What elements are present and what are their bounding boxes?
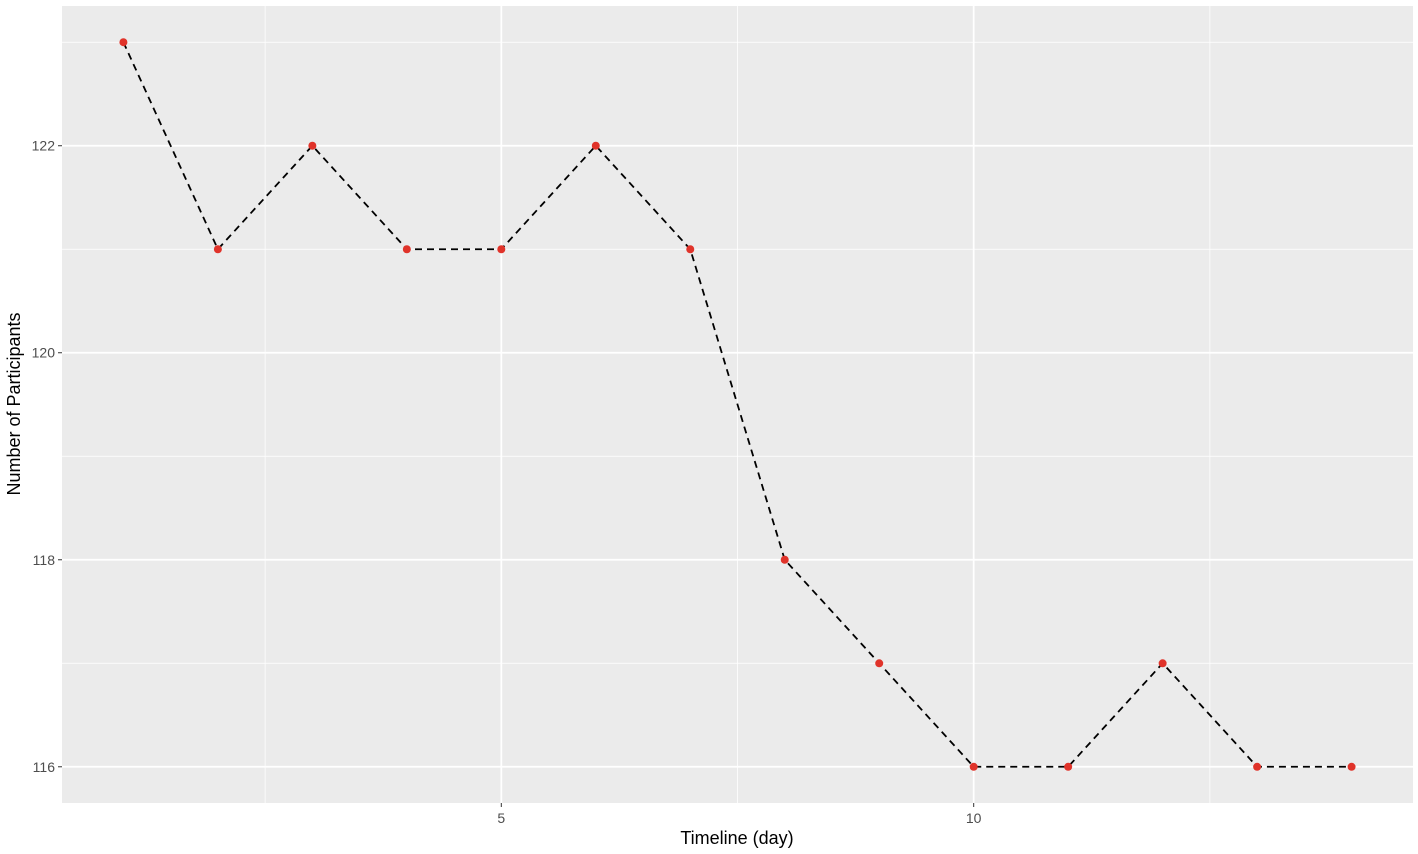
series-line: [122, 41, 1352, 768]
data-point: [686, 245, 695, 254]
data-point: [591, 141, 600, 150]
data-point: [497, 245, 506, 254]
y-tick-label: 116: [33, 759, 56, 775]
data-point: [119, 38, 128, 47]
y-axis-ticks: 116 118 120 122: [32, 138, 62, 775]
data-point: [213, 245, 222, 254]
data-point: [402, 245, 411, 254]
y-tick-label: 118: [33, 552, 56, 568]
data-point: [1347, 762, 1356, 771]
y-tick-label: 120: [32, 345, 56, 361]
x-tick-label: 10: [966, 810, 982, 826]
data-point: [1158, 659, 1167, 668]
y-tick-label: 122: [32, 138, 56, 154]
data-point: [1253, 762, 1262, 771]
data-point: [969, 762, 978, 771]
x-axis-ticks: 5 10: [497, 803, 982, 826]
y-axis-title: Number of Participants: [4, 312, 24, 495]
data-point: [780, 555, 789, 564]
data-point: [875, 659, 884, 668]
x-axis-title: Timeline (day): [680, 828, 793, 848]
data-point: [308, 141, 317, 150]
x-tick-label: 5: [497, 810, 505, 826]
data-point: [1064, 762, 1073, 771]
series-layer: [119, 38, 1356, 771]
major-gridlines: [62, 6, 1413, 803]
